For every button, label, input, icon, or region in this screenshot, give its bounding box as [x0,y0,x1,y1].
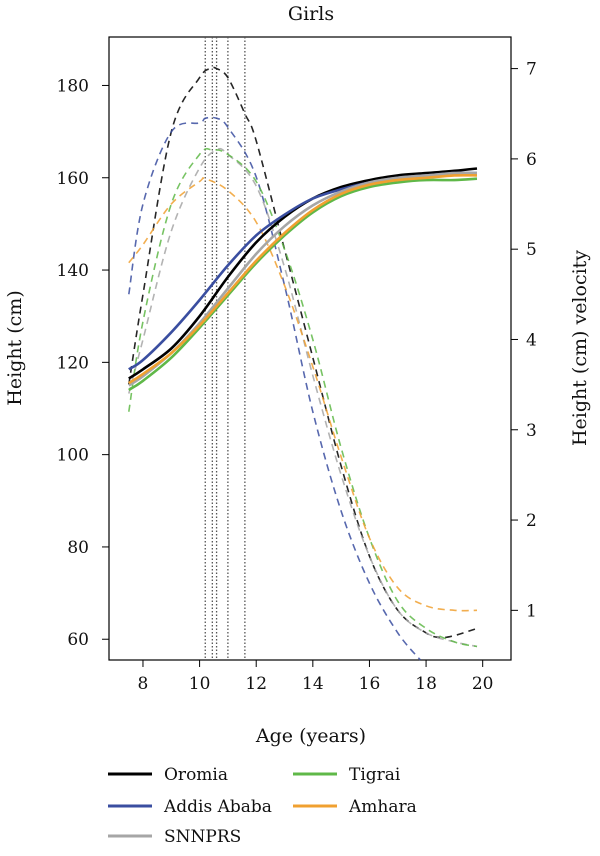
velocity-line [128,177,478,612]
height-line [128,173,478,385]
velocity-line [128,66,478,639]
height-line [128,177,478,392]
y2-tick-label: 1 [526,601,537,621]
y-tick-label: 140 [57,261,89,281]
x-tick-label: 12 [245,674,267,694]
peak-velocity-lines [204,37,246,660]
legend-label: SNNPRS [164,827,241,847]
chart-title: Girls [288,3,334,25]
legend-label: Tigrai [349,765,401,785]
x-tick-label: 16 [359,674,381,694]
x-tick-label: 20 [472,674,494,694]
legend: Oromia Addis Ababa SNNPRS Tigrai Amhara [108,765,417,847]
y2-tick-label: 3 [526,421,537,441]
velocity-line [128,147,478,648]
velocity-line [128,147,478,648]
y2-tick-label: 4 [526,330,537,350]
y-axis-label: Height (cm) [4,290,26,405]
y2-axis-label: Height (cm) velocity [569,250,591,446]
legend-label: Amhara [348,797,417,817]
x-tick-label: 14 [302,674,324,694]
y-tick-label: 180 [57,76,89,96]
legend-label: Addis Ababa [163,797,272,817]
velocity-line [128,116,422,661]
y2-tick-label: 5 [526,240,537,260]
x-tick-label: 18 [415,674,437,694]
y-tick-label: 80 [67,538,89,558]
y2-tick-label: 6 [526,150,537,170]
x-tick-label: 8 [138,674,149,694]
plot-frame [108,36,512,661]
y-tick-label: 120 [57,353,89,373]
y-tick-label: 160 [57,169,89,189]
x-axis-label: Age (years) [255,725,366,747]
y-tick-label: 100 [57,446,89,466]
y-tick-label: 60 [67,630,89,650]
x-tick-label: 10 [189,674,211,694]
series-lines [128,66,478,661]
y2-tick-label: 7 [526,60,537,80]
legend-label: Oromia [164,765,228,785]
y2-tick-label: 2 [526,511,537,531]
